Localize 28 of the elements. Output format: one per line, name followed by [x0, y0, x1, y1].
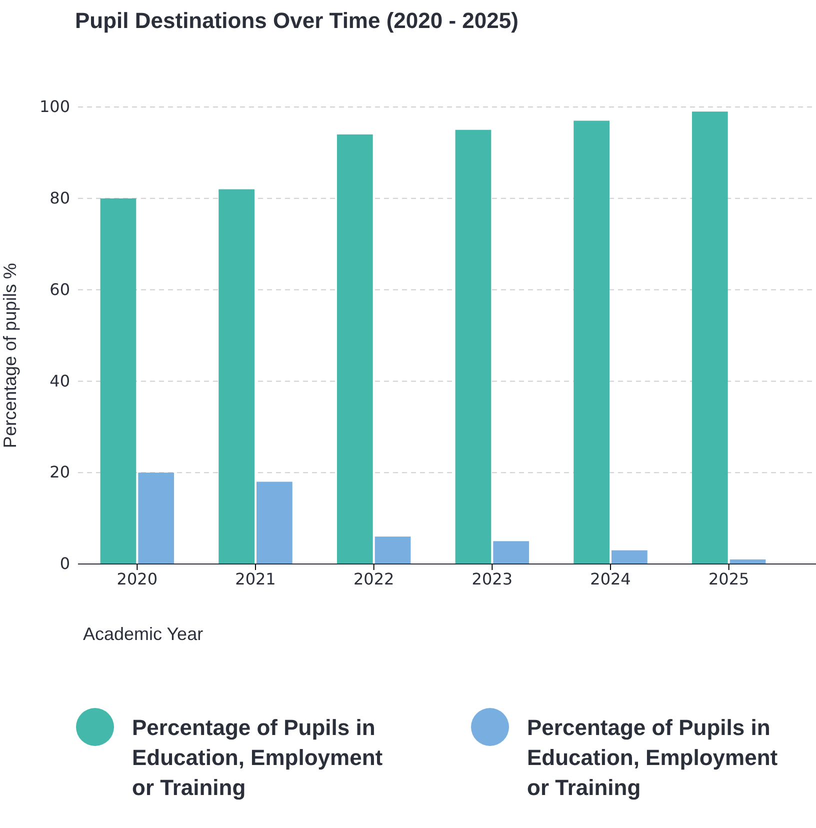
- y-tick-label: 40: [50, 371, 70, 390]
- y-axis-title: Percentage of pupils %: [0, 262, 20, 448]
- y-tick-label: 20: [50, 462, 70, 482]
- bar: [692, 112, 728, 564]
- x-axis-title: Academic Year: [83, 624, 204, 644]
- x-tick-label: 2020: [116, 569, 158, 588]
- legend-label: Percentage of Pupils in Education, Employment or Training: [132, 715, 384, 800]
- bar: [493, 541, 530, 564]
- bar: [612, 550, 648, 564]
- bar: [574, 120, 610, 564]
- y-tick-label: 60: [50, 280, 70, 299]
- bar: [100, 198, 136, 564]
- chart-title: Pupil Destinations Over Time (2020 - 2025): [75, 8, 518, 33]
- bar: [256, 482, 292, 564]
- bar: [138, 472, 174, 564]
- bar: [455, 130, 492, 564]
- bar: [336, 134, 373, 564]
- x-tick-label: 2024: [590, 569, 631, 588]
- legend-label: Percentage of Pupils in Education, Employment or Training: [527, 715, 778, 800]
- bar: [218, 189, 254, 564]
- x-tick-label: 2023: [472, 569, 513, 588]
- x-tick-label: 2025: [708, 569, 750, 588]
- bar: [374, 536, 411, 564]
- y-tick-label: 100: [39, 97, 70, 116]
- x-tick-label: 2022: [353, 569, 394, 588]
- y-tick-label: 0: [60, 554, 70, 574]
- y-tick-label: 80: [50, 188, 70, 208]
- x-tick-label: 2021: [235, 569, 276, 588]
